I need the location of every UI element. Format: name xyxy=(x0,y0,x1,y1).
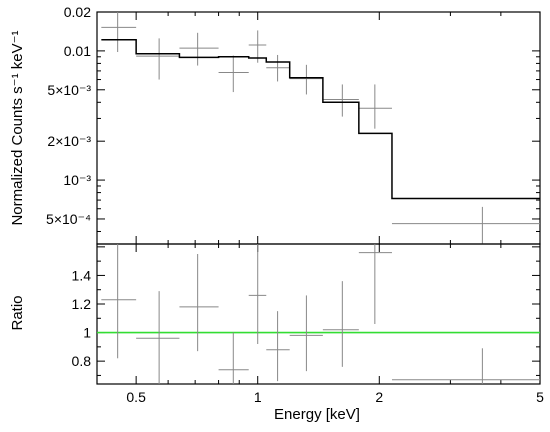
x-tick-label: 1 xyxy=(254,389,262,405)
data-point xyxy=(218,55,249,93)
bottom-y-axis-label: Ratio xyxy=(9,295,26,330)
ratio-point xyxy=(136,291,180,384)
top-y-tick-label: 5×10⁻⁴ xyxy=(46,211,91,227)
ratio-point xyxy=(391,348,540,384)
x-tick-label: 5 xyxy=(536,389,544,405)
ratio-point xyxy=(322,281,359,367)
data-point xyxy=(136,38,180,80)
top-y-axis-label: Normalized Counts s⁻¹ keV⁻¹ xyxy=(9,30,26,225)
ratio-point xyxy=(289,295,323,372)
ratio-point xyxy=(358,244,392,324)
ratio-point xyxy=(101,244,137,359)
x-tick-label: 2 xyxy=(375,389,383,405)
bottom-y-tick-label: 1.4 xyxy=(72,267,92,283)
ratio-point xyxy=(248,244,267,344)
data-point xyxy=(101,12,137,53)
bottom-y-tick-label: 1.2 xyxy=(72,296,92,312)
top-y-tick-label: 10⁻³ xyxy=(63,172,91,188)
top-y-tick-label: 0.02 xyxy=(64,4,91,20)
ratio-panel: 1.4 1.2 1 0.8 0.5 1 2 5 xyxy=(72,243,544,405)
bottom-panel-frame xyxy=(96,243,541,385)
model-step-line xyxy=(101,38,540,200)
data-point xyxy=(179,32,219,66)
data-point xyxy=(266,54,290,82)
bottom-y-tick-label: 0.8 xyxy=(72,353,92,369)
spectrum-panel: 0.02 0.01 5×10⁻³ 2×10⁻³ 10⁻³ 5×10⁻⁴ xyxy=(46,4,541,384)
top-y-tick-label: 2×10⁻³ xyxy=(47,133,91,149)
ratio-point xyxy=(266,311,290,382)
x-axis-label: Energy [keV] xyxy=(274,406,360,423)
top-panel-frame xyxy=(96,11,541,245)
ratio-point xyxy=(179,254,219,352)
data-point xyxy=(322,84,359,117)
data-point xyxy=(391,206,540,244)
data-point xyxy=(358,84,392,129)
x-tick-label: 0.5 xyxy=(126,389,146,405)
top-y-tick-label: 0.01 xyxy=(64,43,91,59)
bottom-y-tick-label: 1 xyxy=(83,325,91,341)
top-y-tick-label: 5×10⁻³ xyxy=(47,82,91,98)
ratio-point xyxy=(218,332,249,384)
data-point xyxy=(289,64,323,95)
